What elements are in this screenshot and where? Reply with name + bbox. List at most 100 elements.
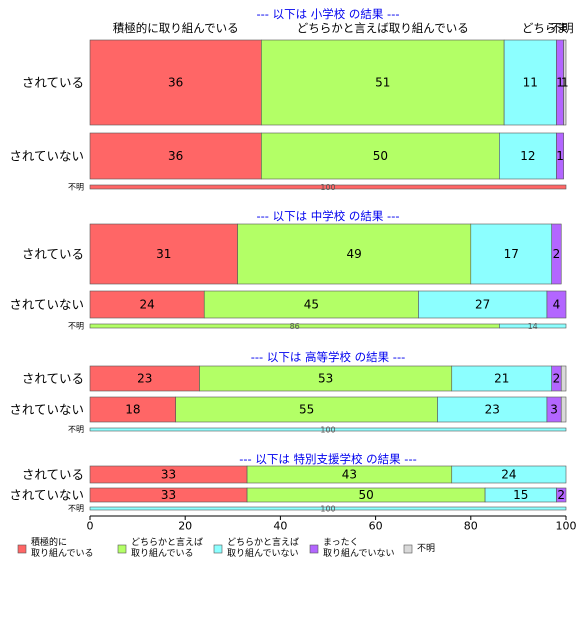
panel-title: --- 以下は 高等学校 の結果 --- — [251, 350, 406, 364]
top-category-label: どちらま — [522, 21, 568, 35]
row-label: 不明 — [68, 322, 84, 331]
data-label: 4 — [553, 298, 561, 312]
row-label: されていない — [9, 402, 84, 417]
x-tick-label: 40 — [273, 520, 287, 533]
bar-segment — [546, 290, 567, 319]
data-label: 100 — [320, 183, 335, 192]
data-label: 45 — [304, 298, 319, 312]
row-label: されている — [22, 371, 84, 386]
legend-swatch — [213, 544, 223, 554]
bar-segment — [261, 39, 505, 126]
legend-label: 取り組んでいない — [227, 547, 299, 559]
data-label: 49 — [347, 247, 362, 261]
row-label: 不明 — [68, 425, 84, 434]
panel-title: --- 以下は 小学校 の結果 --- — [256, 7, 399, 21]
row-label: されていない — [9, 488, 84, 503]
top-category-label: 積極的に取り組んでいる — [113, 21, 239, 35]
bar-segment — [203, 290, 419, 319]
panel-title: --- 以下は 中学校 の結果 --- — [256, 209, 399, 223]
bar-segment — [551, 223, 562, 285]
row-label: されている — [22, 247, 84, 262]
data-label: 1 — [561, 76, 569, 90]
bar-segment — [175, 396, 438, 423]
x-tick-label: 100 — [556, 520, 577, 533]
bar-segment — [89, 184, 567, 190]
bar-segment — [237, 223, 472, 285]
data-label: 50 — [373, 149, 388, 163]
data-label: 21 — [494, 372, 509, 386]
x-tick-label: 0 — [87, 520, 94, 533]
data-label: 100 — [320, 505, 335, 514]
bar-segment — [89, 290, 205, 319]
legend-label: 取り組んでいる — [131, 547, 194, 559]
data-label: 27 — [475, 298, 490, 312]
data-label: 18 — [125, 403, 140, 417]
row-label: されている — [22, 75, 84, 90]
data-label: 2 — [553, 372, 561, 386]
data-label: 43 — [342, 468, 357, 482]
data-label: 3 — [550, 403, 558, 417]
x-tick-label: 20 — [178, 520, 192, 533]
data-label: 1 — [556, 149, 564, 163]
bar-segment — [261, 132, 500, 180]
data-label: 55 — [299, 403, 314, 417]
top-category-label: 不明 — [551, 21, 574, 35]
bar-segment — [560, 396, 567, 423]
bar-segment — [556, 487, 567, 503]
panel-title: --- 以下は 特別支援学校 の結果 --- — [239, 452, 417, 466]
data-label: 2 — [557, 488, 565, 502]
legend-label: 取り組んでいない — [323, 547, 395, 559]
data-label: 23 — [137, 372, 152, 386]
bar-segment — [556, 132, 564, 180]
legend-label: どちらかと言えば — [131, 536, 203, 548]
bar-segment — [199, 365, 453, 392]
row-label: されていない — [9, 149, 84, 164]
data-label: 14 — [528, 322, 538, 331]
data-label: 50 — [358, 488, 373, 502]
legend-swatch — [17, 544, 27, 554]
data-label: 2 — [553, 247, 561, 261]
data-label: 24 — [139, 298, 154, 312]
legend-swatch — [403, 544, 413, 554]
data-label: 23 — [485, 403, 500, 417]
legend-label: 積極的に — [31, 536, 67, 548]
bar-segment — [560, 365, 567, 392]
bar-segment — [89, 506, 567, 511]
legend-label: まったく — [323, 537, 359, 548]
row-label: 不明 — [68, 504, 84, 513]
bar-segment — [418, 290, 548, 319]
top-category-label: どちらかと言えば取り組んでいる — [297, 21, 469, 35]
bar-segment — [499, 323, 567, 329]
legend-label: 取り組んでいる — [31, 547, 94, 559]
data-label: 53 — [318, 372, 333, 386]
row-label: 不明 — [68, 183, 84, 192]
x-tick-label: 60 — [369, 520, 383, 533]
legend-label: 不明 — [417, 543, 435, 554]
row-label: されていない — [9, 297, 84, 312]
bar-segment — [89, 223, 238, 285]
bar-segment — [451, 365, 553, 392]
data-label: 12 — [520, 149, 535, 163]
bar-segment — [89, 396, 176, 423]
data-label: 33 — [161, 468, 176, 482]
data-label: 33 — [161, 488, 176, 502]
x-tick-label: 80 — [464, 520, 478, 533]
data-label: 86 — [290, 322, 300, 331]
data-label: 15 — [513, 488, 528, 502]
data-label: 36 — [168, 76, 183, 90]
data-label: 31 — [156, 247, 171, 261]
bar-segment — [89, 365, 200, 392]
data-label: 36 — [168, 149, 183, 163]
data-label: 1 — [556, 76, 564, 90]
legend-swatch — [117, 544, 127, 554]
legend-swatch — [309, 544, 319, 554]
legend-label: どちらかと言えば — [227, 536, 299, 548]
data-label: 24 — [501, 468, 516, 482]
bar-segment — [451, 465, 567, 484]
data-label: 51 — [375, 76, 390, 90]
data-label: 17 — [504, 247, 519, 261]
data-label: 100 — [320, 426, 335, 435]
bar-segment — [89, 427, 567, 432]
data-label: 11 — [523, 76, 538, 90]
